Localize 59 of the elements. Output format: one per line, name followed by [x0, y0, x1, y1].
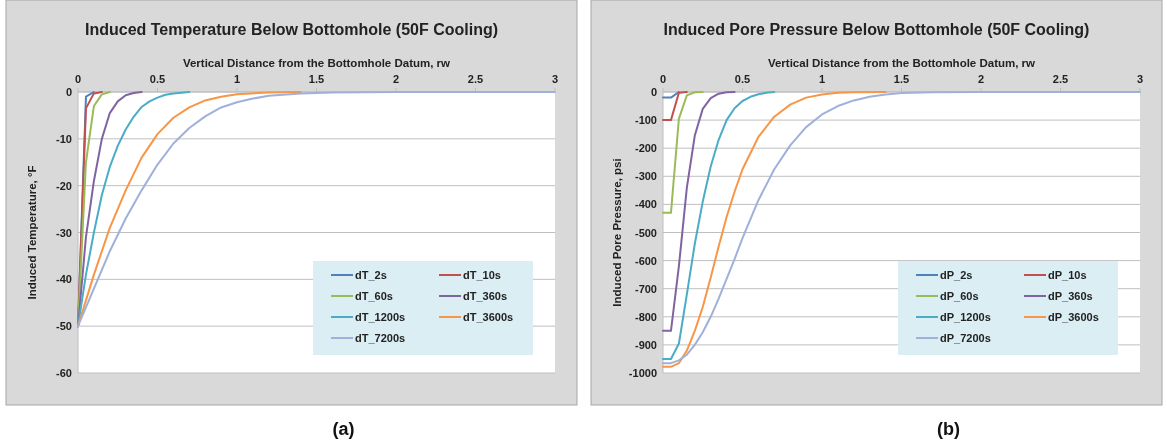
- y-tick-label: -20: [56, 179, 72, 192]
- x-tick-label: 2: [977, 73, 985, 85]
- y-tick-label: -600: [634, 254, 657, 267]
- y-tick-label: -100: [634, 114, 657, 127]
- line-series: [662, 91, 887, 368]
- legend-label: dT_60s: [355, 290, 393, 302]
- legend-label: dP_7200s: [940, 332, 991, 344]
- y-tick-label: -500: [634, 226, 657, 239]
- legend-label: dT_2s: [355, 269, 387, 281]
- x-tick-label: 2.5: [1052, 73, 1069, 85]
- y-tick-label: -50: [56, 320, 72, 333]
- y-tick-label: -700: [634, 282, 657, 295]
- y-tick-label: 0: [65, 86, 72, 98]
- legend-label: dP_1200s: [940, 311, 991, 323]
- x-tick-label: 0: [659, 73, 667, 85]
- x-tick-label: 1: [233, 73, 241, 85]
- legend-label: dP_2s: [940, 269, 973, 281]
- x-axis-title: Vertical Distance from the Bottomhole Datum, rw: [767, 57, 1036, 69]
- x-tick-label: 2: [392, 73, 400, 85]
- x-tick-label: 3: [551, 73, 559, 85]
- line-series: [662, 91, 776, 360]
- legend-label: dT_360s: [463, 290, 508, 302]
- y-tick-label: -800: [634, 310, 657, 323]
- y-tick-label: -60: [56, 367, 72, 379]
- y-tick-label: -1000: [628, 367, 657, 379]
- legend-label: dT_7200s: [355, 332, 406, 344]
- x-tick-label: 0.5: [734, 73, 751, 85]
- legend-label: dT_1200s: [355, 311, 406, 323]
- y-tick-label: -30: [56, 226, 72, 239]
- line-series: [77, 91, 302, 328]
- text: (b): [937, 419, 960, 439]
- x-tick-label: 1.5: [308, 73, 325, 85]
- legend-label: dT_10s: [463, 269, 501, 281]
- y-axis-title: Induced Pore Pressure, psi: [611, 158, 623, 307]
- x-tick-label: 1: [818, 73, 826, 85]
- x-tick-label: 1.5: [893, 73, 910, 85]
- legend-label: dP_10s: [1048, 269, 1087, 281]
- line-series: [662, 91, 704, 214]
- y-tick-label: -10: [56, 132, 72, 145]
- legend-label: dP_60s: [940, 290, 979, 302]
- x-tick-label: 3: [1136, 73, 1144, 85]
- y-tick-label: 0: [650, 86, 657, 98]
- y-tick-label: -40: [56, 273, 72, 286]
- text: (a): [332, 419, 355, 439]
- chart-title: Induced Temperature Below Bottomhole (50F Cooling): [84, 21, 499, 38]
- y-tick-label: -300: [634, 170, 657, 183]
- legend-label: dP_360s: [1048, 290, 1093, 302]
- y-axis-title: Induced Temperature, °F: [26, 165, 38, 300]
- y-tick-label: -400: [634, 198, 657, 211]
- y-tick-label: -200: [634, 142, 657, 155]
- legend-label: dT_3600s: [463, 311, 514, 323]
- x-tick-label: 2.5: [467, 73, 484, 85]
- legend-label: dP_3600s: [1048, 311, 1099, 323]
- line-series: [662, 91, 736, 332]
- chart-title: Induced Pore Pressure Below Bottomhole (50F Cooling): [663, 21, 1090, 38]
- x-axis-title: Vertical Distance from the Bottomhole Datum, rw: [182, 57, 451, 69]
- x-tick-label: 0: [74, 73, 82, 85]
- y-tick-label: -900: [634, 338, 657, 351]
- x-tick-label: 0.5: [149, 73, 166, 85]
